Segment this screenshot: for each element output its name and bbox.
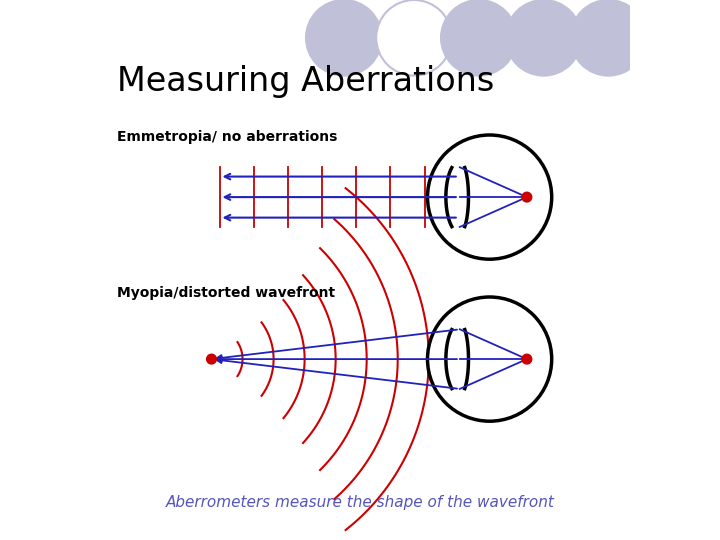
Circle shape	[505, 0, 581, 76]
Circle shape	[441, 0, 517, 76]
Circle shape	[428, 297, 552, 421]
Circle shape	[306, 0, 382, 76]
Text: Myopia/distorted wavefront: Myopia/distorted wavefront	[117, 286, 335, 300]
Text: Aberrometers measure the shape of the wavefront: Aberrometers measure the shape of the wa…	[166, 495, 554, 510]
Circle shape	[571, 0, 647, 76]
Circle shape	[207, 354, 217, 364]
Text: Emmetropia/ no aberrations: Emmetropia/ no aberrations	[117, 130, 338, 144]
Text: Measuring Aberrations: Measuring Aberrations	[117, 65, 494, 98]
Circle shape	[376, 0, 452, 76]
Circle shape	[522, 354, 531, 364]
Circle shape	[428, 135, 552, 259]
Circle shape	[522, 192, 531, 202]
